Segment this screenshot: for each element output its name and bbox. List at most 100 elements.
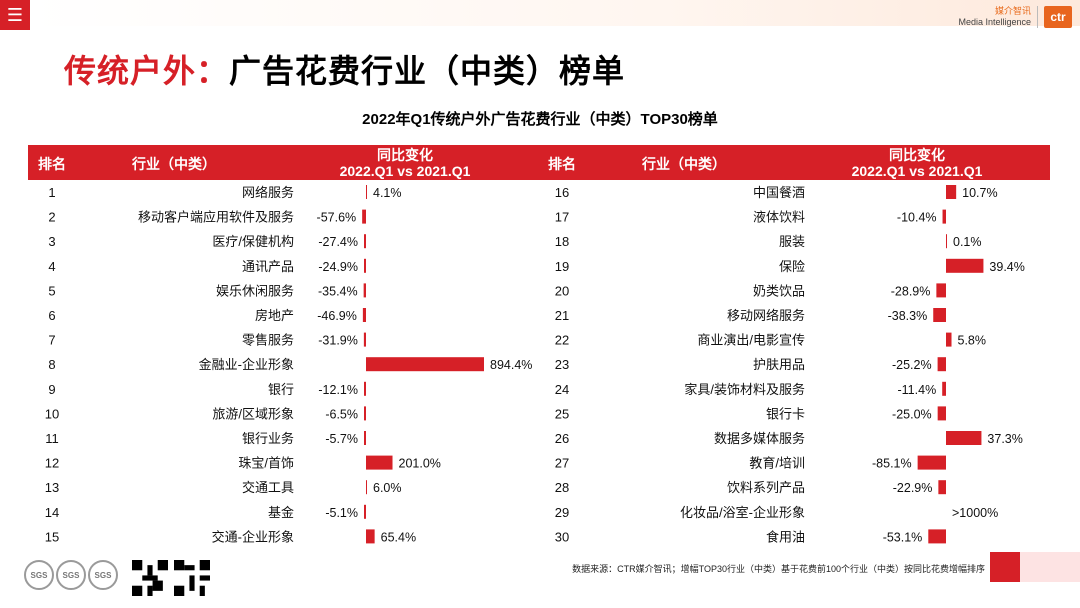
data-label-left: -57.6% [317, 211, 357, 225]
data-label-left: 201.0% [399, 457, 441, 471]
data-label-left: 4.1% [373, 186, 402, 200]
page-title: 传统户外：广告花费行业（中类）榜单 [64, 46, 625, 92]
data-label-right: 39.4% [989, 260, 1024, 274]
data-label-right: -10.4% [897, 211, 937, 225]
data-label-right: -28.9% [891, 284, 931, 298]
bar-right [928, 529, 946, 544]
industry-right: 教育/培训 [749, 456, 805, 471]
industry-right: 家具/装饰材料及服务 [684, 382, 805, 397]
data-label-left: -5.1% [325, 506, 358, 520]
bar-right [946, 234, 947, 249]
bar-left [366, 455, 393, 470]
sgs-seal-icon: SGS [88, 560, 118, 590]
bar-left [366, 357, 484, 372]
header-rank-right: 排名 [548, 156, 576, 172]
data-label-left: -6.5% [325, 407, 358, 421]
industry-left: 娱乐休闲服务 [216, 283, 294, 298]
brand-divider [1037, 6, 1038, 28]
header-industry-left: 行业（中类） [132, 156, 216, 172]
rank-right: 17 [555, 210, 569, 225]
industry-left: 金融业-企业形象 [199, 357, 294, 372]
data-label-right: -25.2% [892, 358, 932, 372]
data-label-right: >1000% [952, 506, 998, 520]
rank-left: 13 [45, 480, 59, 495]
bar-left [364, 381, 366, 396]
industry-right: 液体饮料 [753, 210, 805, 225]
industry-right: 银行卡 [766, 406, 805, 421]
industry-right: 保险 [779, 259, 805, 274]
rank-right: 24 [555, 382, 569, 397]
industry-left: 银行 [268, 382, 294, 397]
rank-right: 19 [555, 259, 569, 274]
menu-button[interactable]: ☰ [0, 0, 30, 30]
rank-right: 25 [555, 406, 569, 421]
data-label-right: 0.1% [953, 235, 982, 249]
rank-right: 30 [555, 529, 569, 544]
industry-right: 数据多媒体服务 [714, 431, 805, 446]
menu-icon: ☰ [6, 5, 24, 25]
table-header [28, 145, 1050, 180]
bar-right [946, 185, 957, 199]
bar-right [936, 283, 946, 298]
top-bar: ☰ 媒介智讯 Media Intelligence ctr [0, 0, 1080, 34]
industry-left: 珠宝/首饰 [238, 456, 294, 471]
rank-right: 26 [555, 431, 569, 446]
industry-right: 饮料系列产品 [727, 480, 805, 495]
rank-right: 16 [555, 185, 569, 200]
sgs-seal-icon: SGS [56, 560, 86, 590]
data-label-left: 6.0% [373, 481, 402, 495]
rank-right: 21 [555, 308, 569, 323]
industry-left: 网络服务 [242, 185, 294, 200]
rank-left: 2 [48, 210, 55, 225]
certification-seals: SGS SGS SGS [24, 560, 118, 590]
rank-left: 10 [45, 406, 59, 421]
bar-right [942, 209, 946, 224]
bar-right [938, 480, 946, 495]
bar-left [364, 504, 366, 519]
industry-right: 移动网络服务 [727, 308, 805, 323]
bar-left [366, 185, 367, 199]
rank-left: 15 [45, 529, 59, 544]
rank-left: 7 [48, 333, 55, 348]
data-label-left: -35.4% [318, 284, 358, 298]
header-change-left-line2: 2022.Q1 vs 2021.Q1 [339, 163, 471, 179]
brand-text: 媒介智讯 Media Intelligence [958, 6, 1031, 28]
header-change-left-line1: 同比变化 [377, 147, 433, 163]
rank-right: 18 [555, 234, 569, 249]
rank-right: 28 [555, 480, 569, 495]
industry-right: 食用油 [766, 529, 805, 544]
bar-left [364, 258, 366, 273]
industry-left: 通讯产品 [242, 259, 294, 274]
qr-code-icon [132, 560, 168, 596]
bar-left [362, 209, 366, 224]
bar-right [946, 431, 982, 445]
industry-left: 基金 [268, 505, 294, 520]
header-change-left: 同比变化 2022.Q1 vs 2021.Q1 [320, 147, 490, 179]
sgs-seal-icon: SGS [24, 560, 54, 590]
industry-right: 服装 [779, 234, 805, 249]
bar-left [363, 283, 366, 298]
industry-right: 中国餐酒 [753, 185, 805, 200]
industry-left: 房地产 [255, 308, 294, 323]
rank-right: 23 [555, 357, 569, 372]
data-label-left: -5.7% [325, 432, 358, 446]
data-label-right: -25.0% [892, 407, 932, 421]
industry-right: 护肤用品 [753, 357, 805, 372]
industry-left: 移动客户端应用软件及服务 [138, 210, 294, 225]
header-rank-left: 排名 [38, 156, 66, 172]
bar-right [933, 308, 946, 322]
data-label-left: -12.1% [318, 383, 358, 397]
bar-right [942, 381, 946, 396]
header-change-right: 同比变化 2022.Q1 vs 2021.Q1 [832, 147, 1002, 179]
ctr-logo: ctr [1044, 6, 1072, 28]
brand-name-en: Media Intelligence [958, 17, 1031, 27]
data-label-left: -46.9% [317, 309, 357, 323]
data-label-left: 65.4% [381, 530, 416, 544]
industry-left: 医疗/保健机构 [212, 234, 294, 249]
top-bar-gradient [30, 0, 1080, 26]
data-label-left: -24.9% [318, 260, 358, 274]
industry-left: 交通工具 [242, 480, 294, 495]
page-title-main: 广告花费行业（中类）榜单 [229, 53, 626, 89]
bar-right [946, 258, 984, 273]
